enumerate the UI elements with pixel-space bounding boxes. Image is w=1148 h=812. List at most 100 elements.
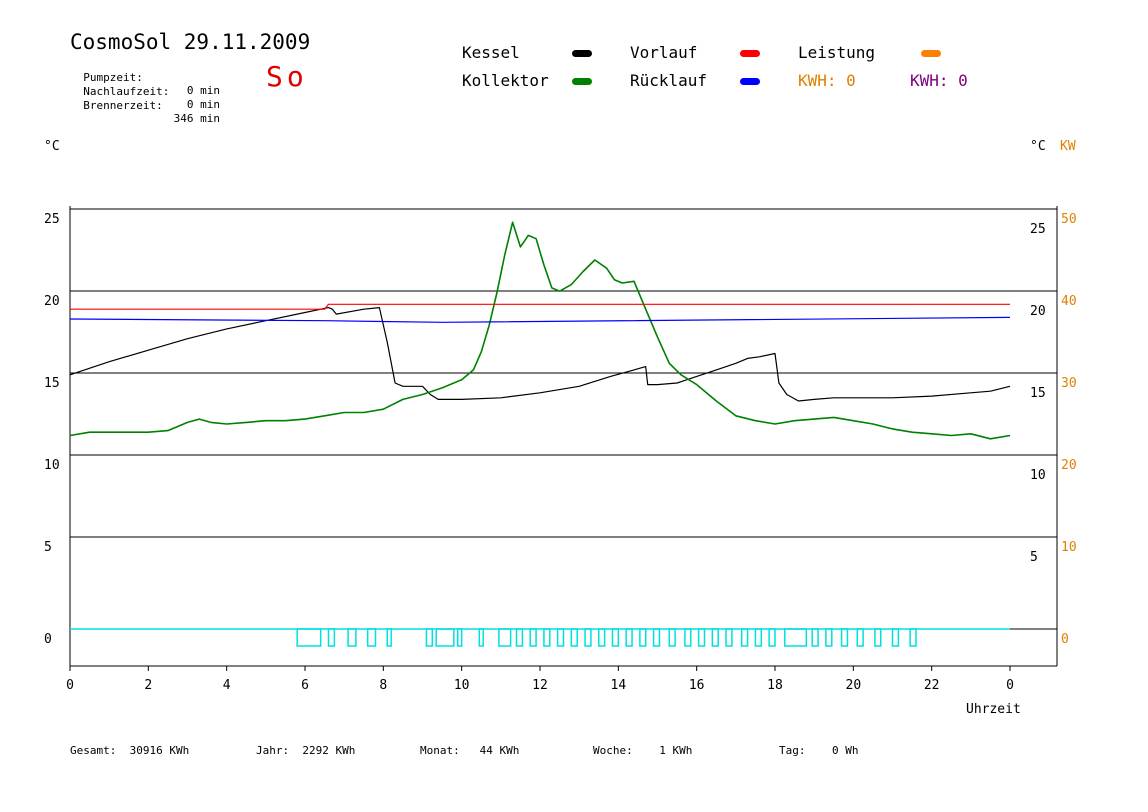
left-axis-unit: °C [44, 139, 60, 154]
x-tick-label: 0 [1006, 678, 1014, 693]
x-tick-label: 16 [689, 678, 705, 693]
y-tick-right-kw: 20 [1061, 458, 1077, 473]
y-tick-left: 5 [44, 540, 52, 555]
y-tick-right-kw: 10 [1061, 540, 1077, 555]
y-tick-left: 25 [44, 212, 60, 227]
stat-label: Pumpzeit: [83, 71, 143, 84]
burner-event [498, 628, 512, 647]
footer-gesamt: Gesamt: 30916 KWh [70, 744, 190, 757]
series-line-vorlauf [70, 303, 1010, 310]
footer-jahr: Jahr: 2292 KWh [256, 744, 356, 757]
x-axis-label: Uhrzeit [966, 702, 1021, 717]
y-tick-left: 10 [44, 458, 60, 473]
legend-vorlauf-swatch [740, 50, 760, 57]
burner-event [874, 628, 882, 647]
burner-event [909, 628, 917, 647]
burner-event [891, 628, 900, 647]
right-axis-unit-c: °C [1030, 139, 1046, 154]
legend-leistung-swatch [921, 50, 941, 57]
x-tick-label: 22 [924, 678, 940, 693]
burner-event [529, 628, 537, 647]
series-line-kessel [69, 307, 1011, 402]
chart-title: CosmoSol 29.11.2009 [70, 30, 311, 54]
burner-event [584, 628, 592, 647]
y-tick-right-c: 15 [1030, 386, 1046, 401]
stat-nachlaufzeit: Nachlaufzeit: 0 min [70, 72, 220, 111]
burner-event [840, 628, 849, 647]
burner-event [296, 628, 322, 647]
burner-event [556, 628, 565, 647]
legend-kollektor-label: Kollektor [462, 71, 549, 90]
y-tick-left: 15 [44, 376, 60, 391]
x-tick-label: 0 [66, 678, 74, 693]
y-tick-right-c: 20 [1030, 304, 1046, 319]
stat-brennerzeit: Brennerzeit: 346 min [70, 86, 220, 125]
stat-value: 0 min [186, 98, 220, 111]
burner-event [725, 628, 733, 647]
stat-pumpzeit: Pumpzeit: 0 min [70, 58, 220, 97]
burner-event [457, 628, 463, 647]
y-tick-right-kw: 30 [1061, 376, 1077, 391]
footer-monat: Monat: 44 KWh [420, 744, 520, 757]
burner-event [856, 628, 864, 647]
y-tick-right-c: 10 [1030, 468, 1046, 483]
burner-event [435, 628, 455, 647]
burner-event [740, 628, 749, 647]
legend-kwh-purple: KWH: 0 [910, 71, 968, 90]
y-tick-right-kw: 0 [1061, 632, 1069, 647]
burner-event [543, 628, 551, 647]
legend-ruecklauf-label: Rücklauf [630, 71, 708, 90]
series-line-kollektor [69, 221, 1011, 440]
y-tick-right-kw: 50 [1061, 212, 1077, 227]
burner-event [625, 628, 633, 647]
x-tick-label: 18 [767, 678, 783, 693]
burner-event [697, 628, 706, 647]
stat-value: 0 min [186, 84, 220, 97]
right-axis-unit-kw: KW [1060, 139, 1076, 154]
burner-event [711, 628, 719, 647]
legend-kwh-orange: KWH: 0 [798, 71, 856, 90]
legend-kollektor-swatch [572, 78, 592, 85]
x-tick-label: 14 [611, 678, 627, 693]
x-tick-label: 20 [846, 678, 862, 693]
y-tick-right-c: 25 [1030, 222, 1046, 237]
burner-event [668, 628, 676, 647]
burner-event [684, 628, 692, 647]
tick-labels: 0 5 10 15 20 25 5 10 15 20 25 0 10 20 30 40 50 0 2 4 6 8 10 12 1… [44, 212, 1077, 693]
y-tick-left: 0 [44, 632, 52, 647]
y-tick-left: 20 [44, 294, 60, 309]
burner-event [811, 628, 819, 647]
burner-event [327, 628, 336, 647]
burner-event [652, 628, 661, 647]
day-label: So [266, 60, 308, 93]
burner-event [425, 628, 434, 647]
burner-events [70, 628, 1010, 647]
y-tick-right-c: 5 [1030, 550, 1038, 565]
stat-label: Brennerzeit: [83, 99, 163, 112]
burner-event [366, 628, 377, 647]
burner-event [754, 628, 763, 647]
legend-ruecklauf-swatch [740, 78, 760, 85]
footer-tag: Tag: 0 Wh [779, 744, 859, 757]
data-series [69, 221, 1011, 440]
legend-vorlauf-label: Vorlauf [630, 43, 698, 62]
burner-event [768, 628, 776, 647]
burner-event [825, 628, 833, 647]
series-line-rücklauf [69, 316, 1011, 323]
burner-event [347, 628, 357, 647]
legend-leistung-label: Leistung [798, 43, 876, 62]
burner-event [386, 628, 392, 647]
x-tick-label: 6 [301, 678, 309, 693]
burner-event [570, 628, 578, 647]
footer-woche: Woche: 1 KWh [593, 744, 693, 757]
grid-lines [69, 206, 1058, 667]
burner-event [784, 628, 808, 647]
legend-kessel-swatch [572, 50, 592, 57]
burner-event [478, 628, 484, 647]
x-tick-label: 10 [454, 678, 470, 693]
burner-event [611, 628, 620, 647]
y-tick-right-kw: 40 [1061, 294, 1077, 309]
x-tick-label: 8 [379, 678, 387, 693]
x-tick-label: 12 [532, 678, 548, 693]
